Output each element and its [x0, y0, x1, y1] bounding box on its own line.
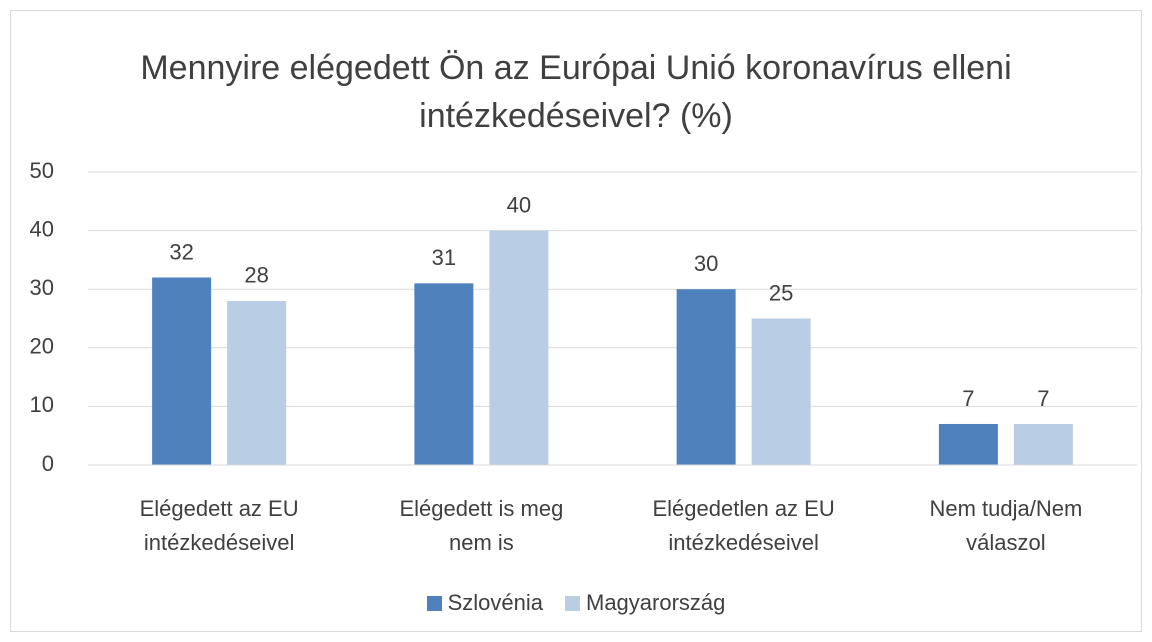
y-tick-label: 20 — [30, 334, 54, 359]
legend-item: Magyarország — [565, 590, 725, 616]
chart-title: Mennyire elégedett Ön az Európai Unió ko… — [140, 49, 1012, 135]
legend-swatch — [426, 595, 442, 611]
bar — [751, 318, 811, 465]
chart-border — [10, 10, 1142, 632]
bar — [227, 300, 287, 465]
y-tick-label: 30 — [30, 275, 54, 300]
data-label: 25 — [769, 280, 793, 305]
bar — [489, 230, 549, 465]
data-label: 31 — [432, 245, 456, 270]
legend-swatch — [565, 595, 580, 611]
bar — [1013, 423, 1073, 465]
legend-label: Magyarország — [586, 590, 726, 615]
x-tick-label: Elégedett az EU intézkedéseivel — [139, 496, 299, 555]
data-label: 32 — [169, 239, 193, 264]
bar — [152, 277, 212, 465]
data-label: 28 — [244, 263, 268, 288]
x-tick-label: Elégedetlen az EU intézkedéseivel — [652, 496, 835, 555]
y-tick-label: 10 — [30, 392, 54, 417]
legend-label: Szlovénia — [447, 590, 543, 615]
x-tick-label: Nem tudja/Nem válaszol — [929, 496, 1083, 555]
y-tick-label: 40 — [30, 216, 54, 241]
data-label: 40 — [507, 192, 531, 217]
y-tick-label: 0 — [42, 451, 54, 476]
legend-item: Szlovénia — [426, 590, 543, 616]
data-label: 30 — [694, 251, 718, 276]
legend: Szlovénia Magyarország — [0, 590, 1152, 616]
bar — [676, 289, 736, 465]
bar — [414, 283, 474, 465]
bar — [938, 423, 998, 465]
x-tick-label: Elégedett is meg nem is — [399, 496, 564, 555]
y-tick-label: 50 — [30, 158, 54, 183]
data-label: 7 — [1037, 386, 1049, 411]
data-label: 7 — [962, 386, 974, 411]
